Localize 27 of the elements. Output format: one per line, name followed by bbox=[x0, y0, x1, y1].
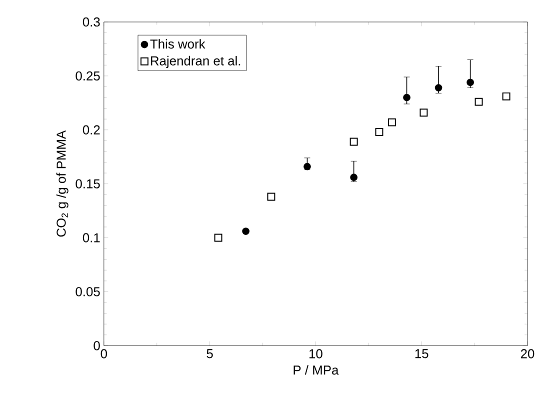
point bbox=[502, 92, 510, 101]
y-axis-title: CO$_{2}$ g /g of PMMA bbox=[56, 130, 68, 237]
y-tick-label: 0.3 bbox=[82, 18, 100, 27]
y-tick-label: 0 bbox=[94, 341, 100, 350]
point bbox=[388, 118, 396, 127]
point bbox=[267, 192, 276, 201]
point bbox=[403, 94, 410, 102]
y-tick-label: 0.25 bbox=[76, 72, 100, 81]
y-tick-label: 0.2 bbox=[82, 125, 100, 135]
x-tick-label: 0 bbox=[100, 349, 107, 359]
y-tick-label: 0.05 bbox=[76, 287, 100, 296]
x-tick-label: 10 bbox=[309, 349, 322, 359]
x-tick-label: 20 bbox=[520, 349, 534, 359]
legend-label: This work bbox=[150, 39, 206, 49]
x-tick-label: 15 bbox=[415, 349, 428, 358]
y-tick-label: 0.15 bbox=[76, 179, 100, 189]
point bbox=[242, 228, 250, 236]
point bbox=[304, 163, 311, 170]
point bbox=[474, 98, 483, 106]
x-axis-title: P / MPa bbox=[294, 365, 339, 375]
legend-label: Rajendran et al. bbox=[150, 56, 240, 68]
y-tick-label: 0.1 bbox=[82, 233, 100, 243]
point bbox=[420, 108, 428, 117]
point bbox=[375, 128, 384, 136]
point bbox=[214, 234, 222, 242]
x-tick-label: 5 bbox=[206, 349, 213, 358]
point bbox=[350, 138, 358, 146]
